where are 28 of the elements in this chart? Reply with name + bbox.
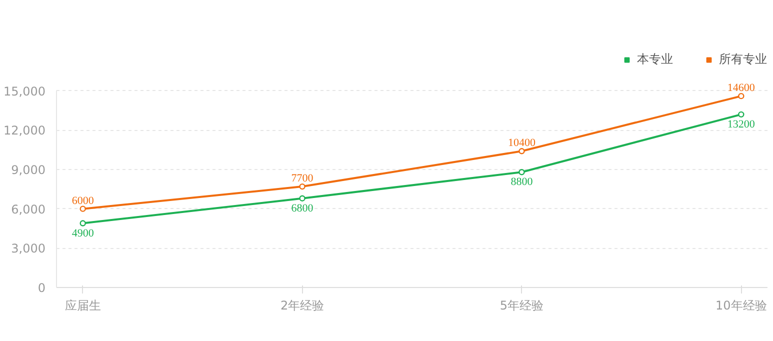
x-tick-label: 应届生: [64, 298, 101, 312]
point: [738, 92, 744, 100]
point: [299, 195, 306, 202]
x-tick-label: 2年经验: [280, 298, 324, 312]
y-tick-label: 12,000: [4, 124, 46, 138]
legend-label: 本专业: [637, 51, 673, 68]
data-label: 13200: [727, 118, 756, 130]
data-label: 8800: [510, 176, 534, 188]
legend-label: 所有专业: [719, 51, 767, 68]
data-label: 6000: [72, 194, 94, 207]
data-label: 14600: [727, 82, 756, 94]
point: [518, 169, 525, 176]
y-tick-label: 9,000: [11, 163, 46, 177]
data-label: 4900: [72, 227, 94, 240]
point: [738, 111, 744, 118]
point: [80, 220, 86, 226]
x-tick-label: 5年经验: [500, 298, 544, 312]
y-tick-label: 15,000: [4, 84, 46, 98]
y-tick-label: 0: [38, 281, 46, 295]
point: [518, 148, 525, 154]
data-label: 7700: [291, 172, 314, 185]
point: [299, 183, 306, 190]
data-label: 6800: [291, 202, 314, 214]
y-tick-label: 6,000: [11, 202, 46, 216]
data-label: 10400: [508, 137, 536, 150]
x-tick-label: 10年经验: [716, 298, 767, 312]
point: [80, 206, 86, 212]
y-tick-label: 3,000: [11, 242, 46, 256]
